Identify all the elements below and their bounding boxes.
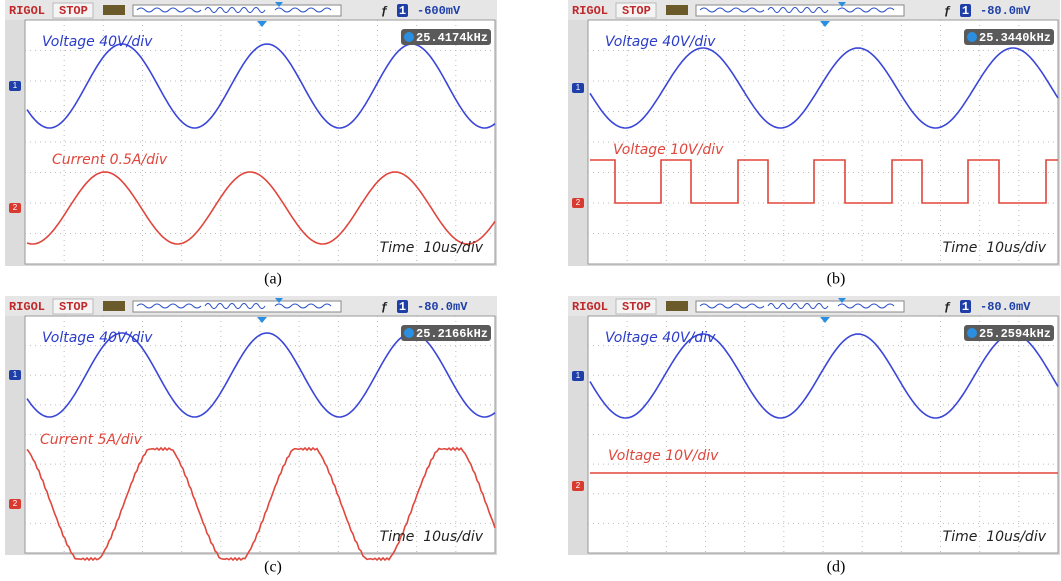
frequency-icon bbox=[404, 328, 414, 338]
battery-icon bbox=[666, 301, 688, 311]
ch2-marker: 2 bbox=[13, 203, 18, 212]
ch1-label: Voltage 40V/div bbox=[605, 330, 716, 346]
trigger-level: -80.0mV bbox=[980, 4, 1031, 18]
ch1-marker: 1 bbox=[576, 371, 581, 380]
trigger-channel: 1 bbox=[962, 4, 969, 18]
ch2-label: Current 0.5A/div bbox=[52, 152, 168, 168]
frequency: 25.4174kHz bbox=[416, 31, 488, 45]
memory-bar bbox=[696, 5, 904, 16]
brand: RIGOL bbox=[572, 4, 608, 18]
ch2-marker: 2 bbox=[576, 481, 581, 490]
figure: RIGOLSTOPƒ1-600mV12Voltage 40V/divCurren… bbox=[0, 0, 1061, 581]
caption: (d) bbox=[827, 559, 846, 576]
edge-icon: ƒ bbox=[381, 4, 388, 18]
ch2-marker: 2 bbox=[576, 198, 581, 207]
memory-bar bbox=[696, 301, 904, 312]
frequency: 25.2594kHz bbox=[979, 327, 1051, 341]
frequency-icon bbox=[967, 32, 977, 42]
edge-icon: ƒ bbox=[944, 4, 951, 18]
caption: (a) bbox=[264, 271, 282, 288]
ch1-marker: 1 bbox=[13, 370, 18, 379]
trigger-level: -80.0mV bbox=[417, 300, 468, 314]
frequency-icon bbox=[967, 328, 977, 338]
ch1-label: Voltage 40V/div bbox=[42, 330, 153, 346]
edge-icon: ƒ bbox=[381, 300, 388, 314]
battery-icon bbox=[103, 5, 125, 15]
timebase: Time 10us/div bbox=[943, 240, 1047, 256]
ch1-marker: 1 bbox=[576, 83, 581, 92]
status: STOP bbox=[622, 4, 651, 18]
memory-bar bbox=[133, 5, 341, 16]
timebase: Time 10us/div bbox=[380, 240, 484, 256]
left-strip bbox=[5, 20, 25, 266]
brand: RIGOL bbox=[9, 300, 45, 314]
ch1-marker: 1 bbox=[13, 81, 18, 90]
battery-icon bbox=[103, 301, 125, 311]
memory-bar bbox=[133, 301, 341, 312]
ch1-label: Voltage 40V/div bbox=[42, 34, 153, 50]
trigger-channel: 1 bbox=[962, 300, 969, 314]
status: STOP bbox=[59, 300, 88, 314]
trigger-level: -80.0mV bbox=[980, 300, 1031, 314]
ch2-label: Voltage 10V/div bbox=[613, 142, 724, 158]
edge-icon: ƒ bbox=[944, 300, 951, 314]
timebase: Time 10us/div bbox=[380, 529, 484, 545]
ch2-label: Voltage 10V/div bbox=[608, 448, 719, 464]
left-strip bbox=[568, 316, 588, 555]
ch2-label: Current 5A/div bbox=[40, 432, 143, 448]
frequency-icon bbox=[404, 32, 414, 42]
frequency: 25.3440kHz bbox=[979, 31, 1051, 45]
frequency: 25.2166kHz bbox=[416, 327, 488, 341]
ch1-label: Voltage 40V/div bbox=[605, 34, 716, 50]
brand: RIGOL bbox=[572, 300, 608, 314]
battery-icon bbox=[666, 5, 688, 15]
trigger-channel: 1 bbox=[399, 4, 406, 18]
page: {"panels": [ {"brand": "RIGOL", "status"… bbox=[0, 0, 1061, 581]
left-strip bbox=[5, 316, 25, 555]
timebase: Time 10us/div bbox=[943, 529, 1047, 545]
trigger-channel: 1 bbox=[399, 300, 406, 314]
ch2-marker: 2 bbox=[13, 499, 18, 508]
status: STOP bbox=[59, 4, 88, 18]
left-strip bbox=[568, 20, 588, 266]
status: STOP bbox=[622, 300, 651, 314]
caption: (b) bbox=[827, 271, 846, 288]
brand: RIGOL bbox=[9, 4, 45, 18]
trigger-level: -600mV bbox=[417, 4, 461, 18]
caption: (c) bbox=[264, 559, 282, 576]
